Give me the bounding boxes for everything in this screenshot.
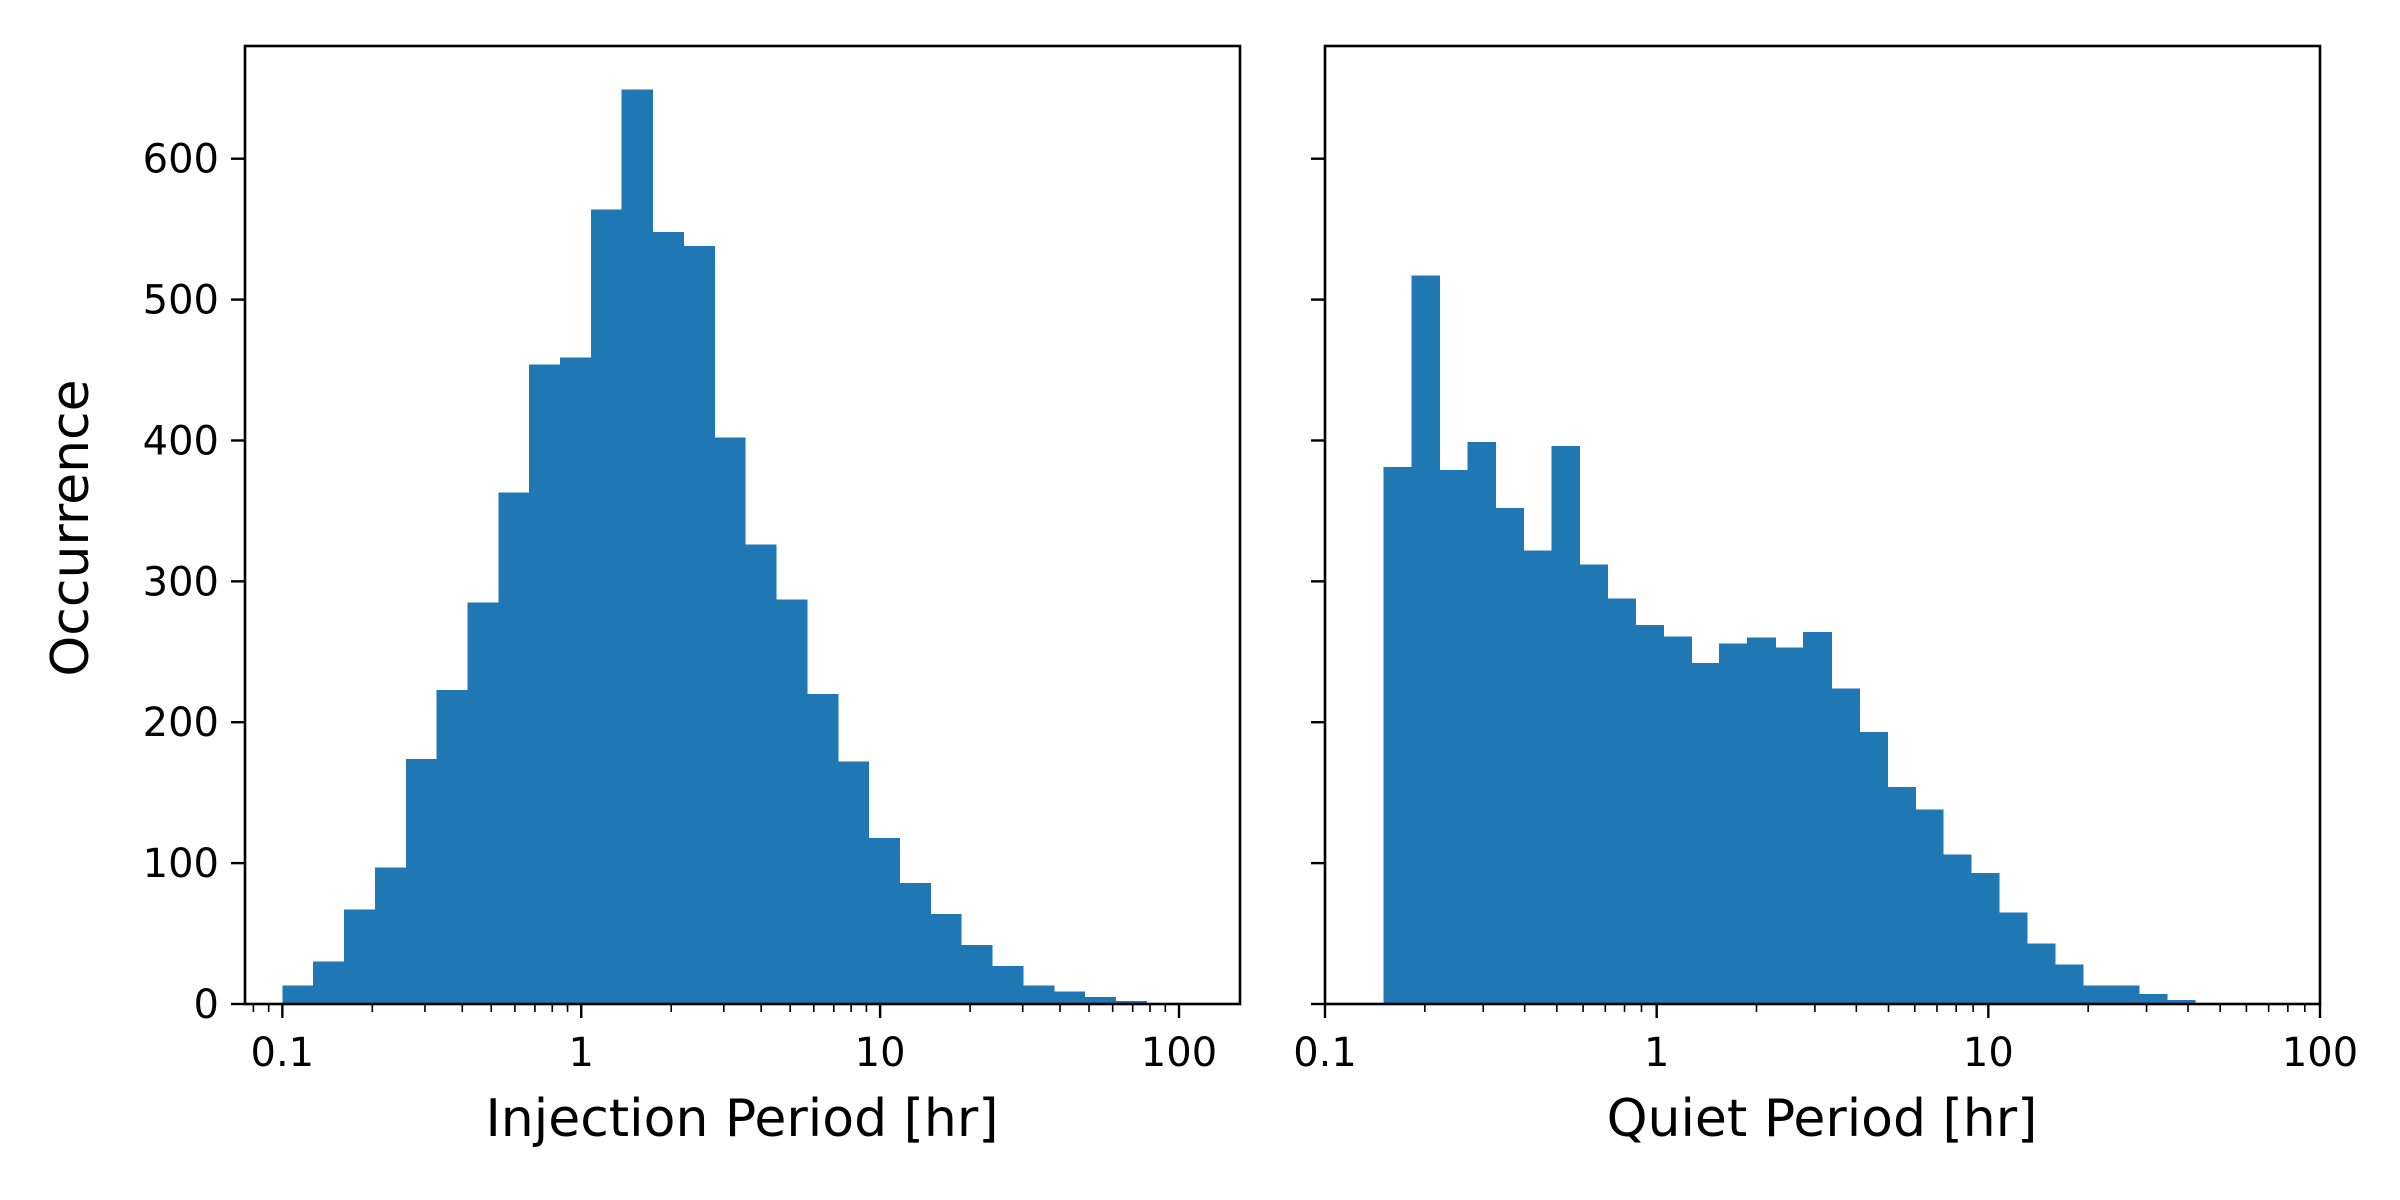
histogram-bar	[1053, 991, 1086, 1004]
histogram-bar	[837, 761, 870, 1004]
histogram-bar	[590, 209, 623, 1004]
histogram-bar	[1115, 1001, 1147, 1004]
histogram-bar	[899, 882, 931, 1004]
histogram-bar	[1999, 912, 2028, 1004]
histogram-bar	[436, 689, 469, 1004]
x-minor-ticks	[252, 1004, 1167, 1012]
histogram-bar	[1691, 663, 1720, 1004]
x-tick-label: 100	[1141, 1030, 1217, 1076]
histogram-bar	[2111, 985, 2140, 1004]
histogram-bar	[683, 246, 715, 1004]
histogram-bar	[2027, 943, 2056, 1004]
x-ticks: 0.1 1 10 100	[1293, 1004, 2358, 1076]
histogram-bar	[1022, 985, 1055, 1004]
y-axis-label: Occurrence	[41, 379, 101, 676]
histogram-bar	[714, 437, 746, 1004]
x-tick-label: 0.1	[1293, 1030, 1357, 1076]
y-tick-label: 0	[194, 982, 219, 1028]
histogram-bar	[991, 965, 1024, 1004]
histogram-bar	[498, 492, 530, 1004]
histogram-bar	[344, 909, 376, 1004]
histogram-bar	[1719, 643, 1748, 1004]
histogram-bar	[374, 867, 407, 1004]
histogram-bar	[621, 89, 654, 1005]
bars	[282, 89, 1147, 1005]
injection-period-histogram: 0.1 1 10 100 0 100 200 300 400 500 600	[143, 44, 1242, 1076]
histogram-bar	[1579, 564, 1608, 1004]
histogram-bar	[1831, 688, 1860, 1004]
histogram-bar	[1523, 550, 1552, 1004]
histogram-bar	[776, 599, 808, 1004]
histogram-bar	[1084, 996, 1116, 1004]
histogram-bar	[930, 913, 962, 1004]
histogram-bar	[2167, 999, 2196, 1004]
histogram-bar	[405, 758, 438, 1004]
histogram-bar	[560, 357, 592, 1005]
histogram-bar	[1803, 632, 1832, 1004]
histogram-bar	[1775, 647, 1804, 1004]
x-axis-label-quiet: Quiet Period [hr]	[1607, 1089, 2038, 1149]
histogram-bar	[1943, 854, 1972, 1004]
quiet-period-histogram: 0.1 1 10 100	[1293, 44, 2358, 1076]
histogram-bar	[1635, 625, 1664, 1004]
histogram-bar	[2083, 985, 2112, 1004]
histogram-bar	[2139, 994, 2168, 1004]
histogram-bar	[282, 985, 314, 1004]
histogram-bar	[1971, 872, 2000, 1004]
histogram-bar	[529, 364, 561, 1004]
y-tick-label: 400	[143, 418, 219, 464]
histogram-bar	[1383, 467, 1412, 1004]
histogram-bar	[1663, 636, 1692, 1004]
histogram-bar	[1551, 446, 1580, 1004]
x-axis-label-injection: Injection Period [hr]	[485, 1089, 998, 1149]
histogram-bar	[1607, 598, 1636, 1004]
x-tick-label: 100	[2282, 1030, 2358, 1076]
y-tick-label: 600	[143, 137, 219, 183]
x-tick-label: 10	[1963, 1030, 2014, 1076]
axes-frame	[243, 44, 1242, 1006]
x-tick-label: 10	[855, 1030, 906, 1076]
histogram-bar	[313, 961, 345, 1004]
histogram-bar	[745, 544, 777, 1004]
y-tick-label: 500	[143, 278, 219, 324]
histogram-bar	[1859, 732, 1888, 1004]
histogram-bar	[806, 694, 839, 1004]
histogram-bar	[1915, 809, 1944, 1004]
histogram-bar	[1747, 637, 1776, 1004]
histogram-bar	[467, 602, 499, 1004]
histogram-bar	[1495, 508, 1524, 1004]
histogram-bar	[1467, 441, 1496, 1005]
histogram-bar	[1887, 787, 1916, 1004]
x-tick-label: 1	[568, 1030, 593, 1076]
histogram-bar	[868, 837, 901, 1004]
y-ticks	[1311, 157, 1325, 1006]
histogram-bar	[652, 231, 685, 1004]
y-tick-label: 300	[143, 559, 219, 605]
x-ticks: 0.1 1 10 100	[251, 1004, 1217, 1076]
bars	[1383, 275, 2196, 1005]
y-tick-label: 100	[143, 841, 219, 887]
x-tick-label: 1	[1644, 1030, 1669, 1076]
histogram-bar	[1411, 275, 1440, 1004]
histogram-bar	[1439, 470, 1468, 1004]
histogram-bar	[2055, 964, 2084, 1004]
x-tick-label: 0.1	[251, 1030, 315, 1076]
histogram-bar	[961, 944, 993, 1004]
y-tick-label: 200	[143, 700, 219, 746]
x-minor-ticks	[1424, 1004, 2306, 1012]
axes-frame	[1323, 44, 2322, 1006]
y-ticks: 0 100 200 300 400 500 600	[143, 137, 245, 1028]
